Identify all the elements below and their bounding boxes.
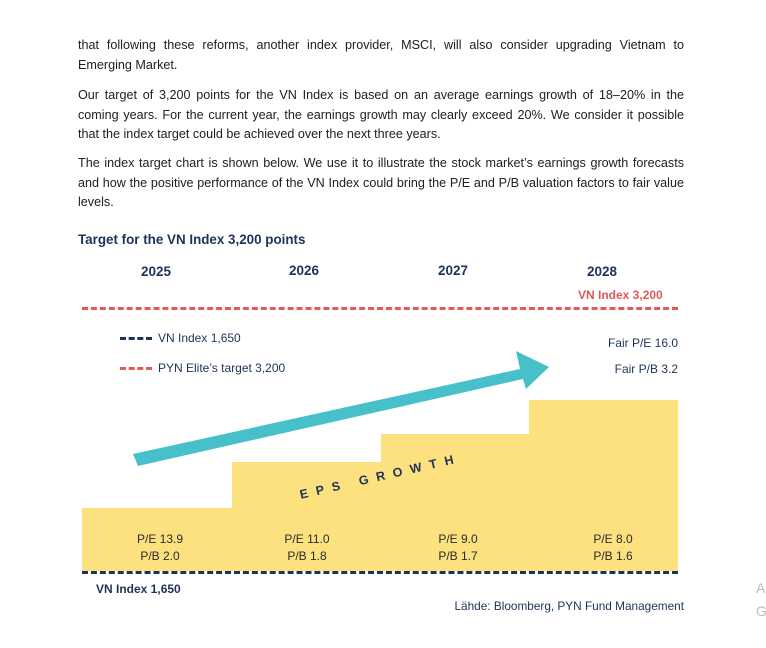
legend-pyn-target: PYN Elite’s target 3,200 — [120, 361, 285, 375]
step-2028 — [529, 400, 678, 571]
legend-swatch-navy — [120, 336, 152, 340]
target-dashed-line — [82, 307, 678, 310]
pb-2025: P/B 2.0 — [140, 549, 180, 563]
year-2027: 2027 — [438, 263, 469, 278]
edge-clipped-char-g: G — [756, 603, 766, 619]
pb-2028: P/B 1.6 — [593, 549, 633, 563]
legend-swatch-red — [120, 366, 152, 370]
year-2028: 2028 — [587, 264, 618, 279]
base-line-label: VN Index 1,650 — [96, 582, 181, 596]
year-2026: 2026 — [289, 263, 320, 278]
legend-label-pyn-target: PYN Elite’s target 3,200 — [158, 361, 286, 375]
fair-pe: Fair P/E 16.0 — [607, 336, 678, 350]
chart-title: Target for the VN Index 3,200 points — [78, 232, 306, 247]
paragraph-index-target: Our target of 3,200 points for the VN In… — [78, 88, 684, 142]
target-line-label: VN Index 3,200 — [578, 288, 663, 302]
source-note: Lähde: Bloomberg, PYN Fund Management — [454, 599, 684, 613]
fair-pb: Fair P/B 3.2 — [614, 362, 678, 376]
step-2027 — [381, 434, 530, 571]
legend-vn-index: VN Index 1,650 — [120, 331, 241, 345]
pe-2026: P/E 11.0 — [284, 532, 330, 546]
pe-2025: P/E 13.9 — [136, 532, 184, 546]
step-2025 — [82, 508, 233, 571]
base-dashed-line — [82, 571, 678, 574]
year-2025: 2025 — [141, 264, 172, 279]
pe-2028: P/E 8.0 — [593, 532, 633, 546]
paragraph-msci-upgrade: that following these reforms, another in… — [78, 38, 684, 72]
step-2026 — [232, 462, 382, 571]
pb-2027: P/B 1.7 — [438, 549, 478, 563]
paragraph-chart-intro: The index target chart is shown below. W… — [78, 156, 684, 210]
pe-2027: P/E 9.0 — [438, 532, 478, 546]
pb-2026: P/B 1.8 — [287, 549, 327, 563]
legend-label-vn-index: VN Index 1,650 — [158, 331, 241, 345]
edge-clipped-char-a: A — [756, 580, 766, 596]
